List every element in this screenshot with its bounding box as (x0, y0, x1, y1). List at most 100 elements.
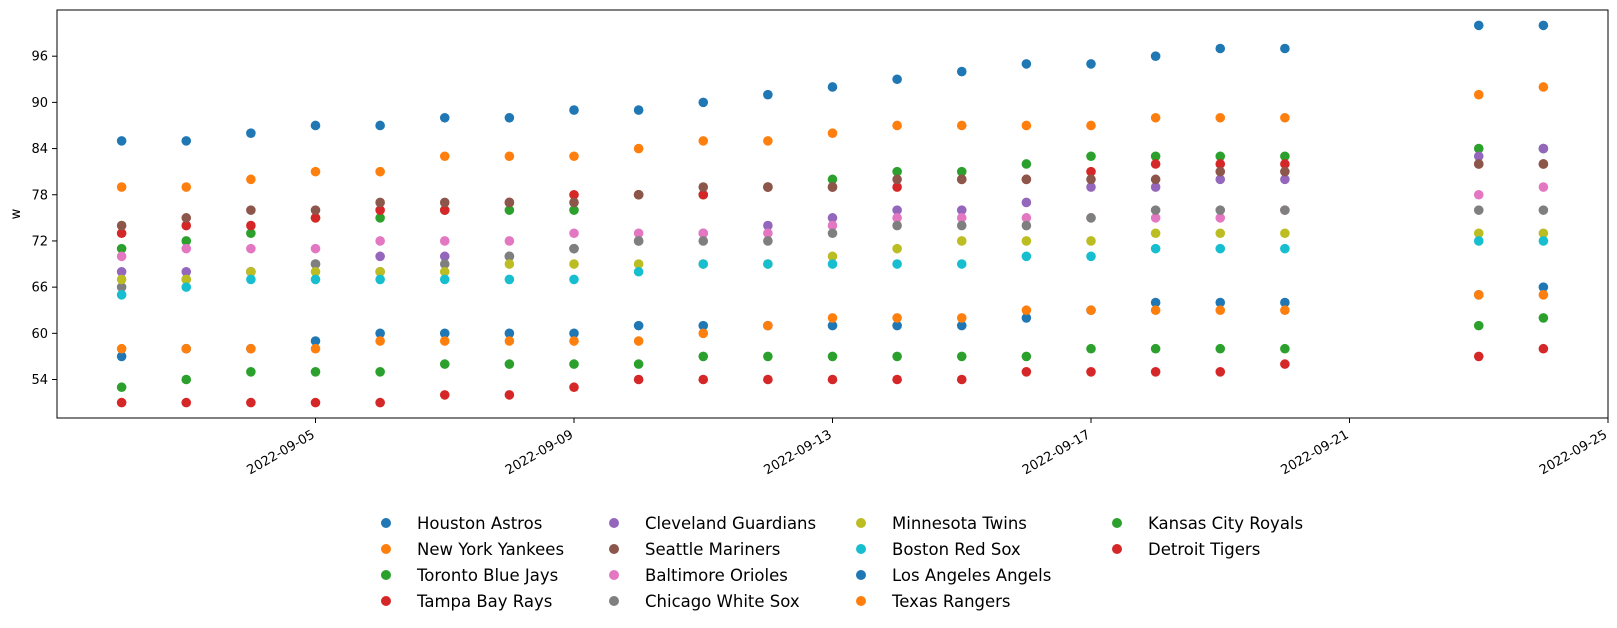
data-point (569, 243, 579, 254)
x-axis: 2022-09-05 2022-09-09 2022-09-13 2022-09-17… (245, 418, 1610, 478)
data-point (116, 397, 127, 408)
data-point (569, 205, 579, 215)
data-point (246, 266, 256, 277)
data-point (1086, 59, 1096, 69)
data-point (1538, 290, 1549, 300)
data-point (1280, 43, 1290, 54)
data-point (1086, 213, 1096, 223)
data-point (375, 274, 385, 285)
data-point (956, 236, 967, 246)
data-point (1280, 205, 1290, 215)
data-point (892, 166, 902, 177)
data-point (698, 351, 709, 362)
data-point (1473, 20, 1484, 31)
data-point (1280, 151, 1290, 162)
data-point (504, 205, 515, 215)
data-point (569, 197, 579, 208)
data-point (116, 243, 127, 254)
data-point (310, 120, 321, 131)
data-point (1473, 151, 1484, 162)
y-tick-label: 60 (31, 327, 48, 342)
data-point (310, 274, 321, 285)
data-point (504, 151, 515, 162)
data-point (633, 105, 644, 115)
legend-label: Cleveland Guardians (645, 514, 816, 533)
y-tick-label: 84 (31, 142, 48, 157)
y-axis-label: w (9, 208, 24, 219)
data-point (116, 182, 127, 192)
legend-marker (609, 596, 619, 606)
data-point (827, 213, 838, 223)
data-point (1538, 205, 1549, 215)
data-point (1280, 297, 1290, 308)
data-point (956, 320, 967, 331)
data-point (246, 228, 256, 239)
data-point (1150, 305, 1161, 316)
data-point (310, 166, 321, 177)
data-point (633, 143, 644, 154)
data-point (116, 351, 127, 362)
legend-label: Tampa Bay Rays (416, 592, 552, 611)
data-point (1150, 112, 1161, 123)
data-point (375, 205, 385, 215)
data-point (375, 328, 385, 339)
x-tick-label: 2022-09-05 (245, 427, 318, 478)
data-point (633, 189, 644, 200)
legend-marker (609, 544, 619, 554)
data-point (1215, 305, 1226, 316)
legend-item: Cleveland Guardians (609, 514, 816, 533)
data-point (1150, 343, 1161, 354)
legend-item: Los Angeles Angels (856, 566, 1051, 585)
data-point (698, 374, 709, 385)
data-point (569, 105, 579, 115)
data-point (698, 320, 709, 331)
y-tick-label: 66 (31, 281, 48, 296)
data-point (439, 205, 450, 215)
legend-item: Boston Red Sox (856, 540, 1021, 559)
legend-item: Toronto Blue Jays (381, 566, 558, 585)
data-point (633, 266, 644, 277)
data-point (439, 151, 450, 162)
data-point (827, 351, 838, 362)
data-point (633, 374, 644, 385)
data-point (633, 320, 644, 331)
data-point (1280, 305, 1290, 316)
data-point (1280, 174, 1290, 185)
data-point (181, 274, 192, 285)
data-point (1215, 151, 1226, 162)
data-point (1280, 159, 1290, 169)
data-point (116, 382, 127, 393)
data-point (892, 182, 902, 192)
data-point (1473, 320, 1484, 331)
data-point (439, 390, 450, 400)
data-point (1538, 82, 1549, 92)
data-point (1473, 228, 1484, 239)
data-point (763, 89, 773, 100)
data-point (1215, 205, 1226, 215)
data-point (1215, 166, 1226, 177)
data-point (504, 390, 515, 400)
data-point (246, 367, 256, 377)
legend-label: Seattle Mariners (645, 540, 780, 559)
legend-label: Chicago White Sox (645, 592, 800, 611)
legend-label: Baltimore Orioles (645, 566, 788, 585)
data-point (1021, 251, 1032, 262)
data-point (439, 197, 450, 208)
data-point (504, 274, 515, 285)
data-point (1473, 159, 1484, 169)
data-point (181, 136, 192, 146)
data-point (504, 328, 515, 339)
data-point (1215, 112, 1226, 123)
data-point (310, 397, 321, 408)
legend-item: Minnesota Twins (856, 514, 1027, 533)
data-point (1150, 297, 1161, 308)
data-point (310, 266, 321, 277)
legend-label: Toronto Blue Jays (416, 566, 558, 585)
data-point (827, 259, 838, 269)
data-point (1021, 351, 1032, 362)
data-point (827, 128, 838, 138)
data-point (375, 120, 385, 131)
data-point (1538, 159, 1549, 169)
legend-marker (1112, 518, 1122, 528)
data-point (956, 351, 967, 362)
